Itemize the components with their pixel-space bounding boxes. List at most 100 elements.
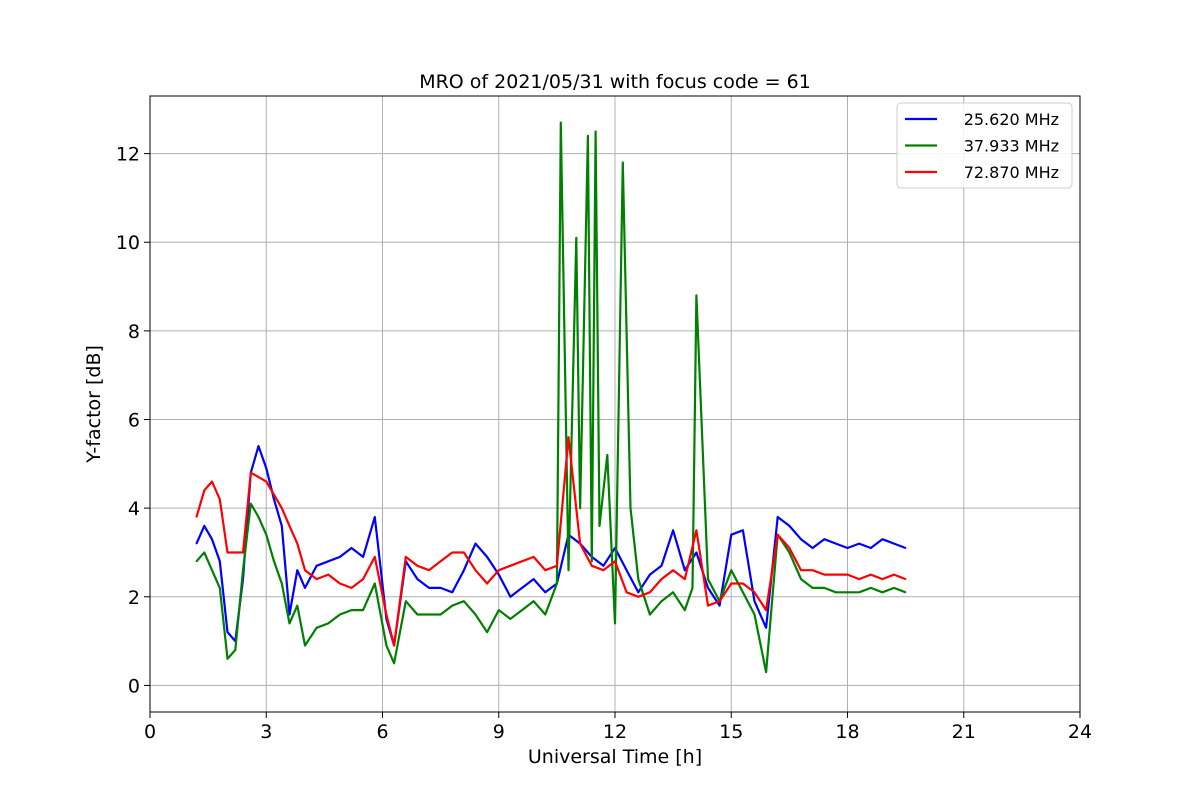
data-point [649,613,651,616]
data-point [575,237,578,239]
data-point [602,565,605,567]
legend: 25.620 MHz 37.933 MHz 72.870 MHz [896,102,1073,189]
data-point [273,498,275,501]
data-point [730,533,733,536]
data-point [203,551,206,554]
x-axis-label: Universal Time [h] [528,746,702,768]
data-point [439,613,442,616]
data-point [858,542,860,545]
data-point [614,560,616,563]
data-point [226,658,229,660]
data-point [463,551,465,554]
data-point [649,573,651,576]
data-point [362,578,364,580]
x-tick-label: 18 [835,721,859,743]
data-point [288,622,291,625]
data-point [556,582,558,585]
data-point [428,613,430,616]
data-point [296,569,299,571]
series-line-37-933-mhz [195,121,906,674]
data-point [870,587,872,589]
data-point [660,600,663,602]
data-point [606,454,609,456]
data-point [532,556,535,558]
data-point [684,578,686,580]
x-tick-label: 0 [144,721,156,743]
data-point [730,569,733,571]
data-point [226,551,229,554]
data-point [195,542,198,545]
x-tick-label: 24 [1068,721,1092,743]
data-point [521,609,523,611]
data-point [273,494,275,496]
data-point [315,565,318,567]
data-point [532,600,535,602]
data-point [660,578,663,580]
data-point [211,538,213,540]
data-point [695,294,698,297]
data-point [405,556,407,558]
data-point [327,560,330,563]
data-point [660,565,663,567]
data-point [881,591,884,594]
data-point [672,569,674,571]
data-point [625,591,628,594]
data-point [474,569,477,571]
data-point [463,569,465,571]
data-point [296,604,299,607]
data-point [629,507,632,509]
data-point [265,480,268,483]
data-point [532,578,535,580]
data-point [242,551,244,554]
data-point [416,565,419,567]
data-point [304,587,306,589]
y-tick-label: 2 [128,587,140,609]
data-point [765,671,767,673]
data-point [304,569,306,571]
legend-label: 25.620 MHz [964,110,1059,129]
data-point [858,591,860,594]
data-point [718,604,721,607]
data-point [800,578,802,580]
data-point [594,130,597,133]
data-point [893,542,895,545]
data-point [846,573,849,576]
data-point [846,547,849,549]
data-point [281,525,283,527]
data-point [374,516,376,518]
data-point [362,609,364,611]
data-point [800,569,802,571]
data-point [509,596,512,598]
data-point [765,627,767,629]
data-point [486,556,488,558]
data-point [509,565,512,567]
data-point [544,569,547,571]
data-point [234,649,237,651]
data-point [567,569,570,571]
data-point [602,569,605,571]
data-point [509,618,512,620]
x-tick-label: 15 [719,721,743,743]
data-point [695,551,698,554]
data-point [451,604,454,607]
data-point [800,538,802,540]
data-point [211,480,213,483]
x-tick-label: 12 [603,721,627,743]
data-point [672,591,674,594]
data-point [439,560,442,563]
data-point [788,525,791,527]
data-point [742,591,744,594]
y-axis-label: Y-factor [dB] [83,345,105,464]
data-point [753,600,756,602]
data-point [637,591,640,594]
data-point [742,529,744,532]
data-point [374,582,376,585]
data-point [416,578,419,580]
data-point [672,529,674,532]
data-point [811,547,814,549]
data-point [811,569,814,571]
data-point [265,467,268,470]
data-point [451,551,454,554]
data-point [288,525,291,527]
